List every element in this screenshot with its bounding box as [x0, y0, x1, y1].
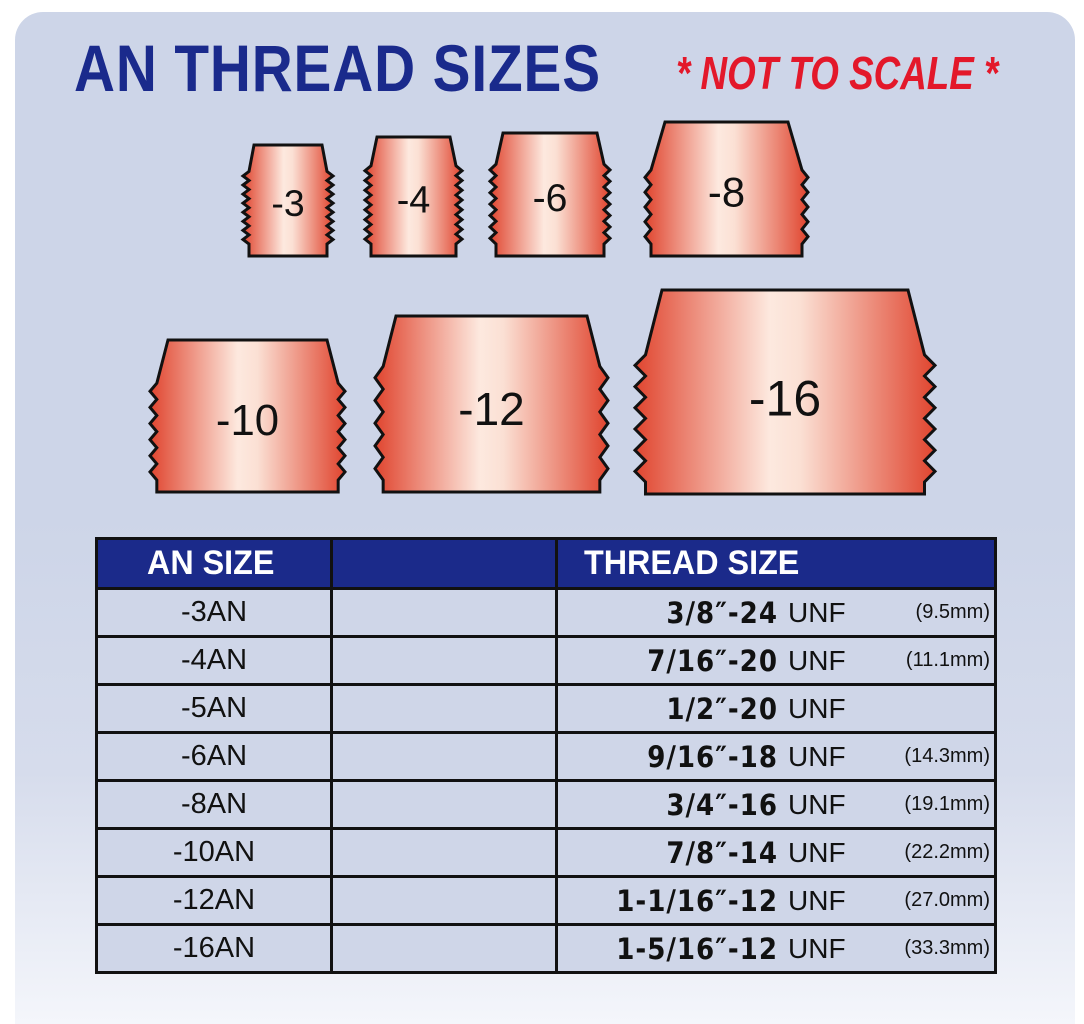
blank-cell [330, 587, 558, 638]
an-size-cell: -6AN [95, 731, 333, 782]
blank-cell [330, 875, 558, 926]
thread-metric: (9.5mm) [915, 601, 990, 623]
an-size-cell: -3AN [95, 587, 333, 638]
header-an-size: AN SIZE [95, 537, 333, 590]
thread-series: UNF [788, 932, 846, 964]
thread-series: UNF [788, 596, 846, 628]
thread-series: UNF [788, 644, 846, 676]
thread-size-cell: 1-5/16″-12 UNF (33.3mm) [555, 923, 997, 974]
table-header-row: AN SIZE THREAD SIZE [95, 537, 997, 590]
thread-fraction: 1-1/16″-12 [616, 883, 778, 918]
an-size-cell: -16AN [95, 923, 333, 974]
fitting-shape [487, 131, 613, 258]
table-row: -6AN 9/16″-18 UNF (14.3mm) [95, 731, 997, 782]
thread-metric: (33.3mm) [904, 937, 990, 959]
an-size-cell: -10AN [95, 827, 333, 878]
thread-metric: (27.0mm) [904, 889, 990, 911]
fitting-label: -3 [271, 182, 304, 224]
thread-size-cell: 7/8″-14 UNF (22.2mm) [555, 827, 997, 878]
thread-size-cell: 3/4″-16 UNF (19.1mm) [555, 779, 997, 830]
thread-size-cell: 9/16″-18 UNF (14.3mm) [555, 731, 997, 782]
page-title: AN THREAD SIZES [74, 31, 601, 105]
thread-series: UNF [788, 884, 846, 916]
fitting-label: -6 [533, 177, 568, 220]
fitting-label: -16 [749, 370, 821, 426]
thread-metric: (14.3mm) [904, 745, 990, 767]
thread-metric: (19.1mm) [904, 793, 990, 815]
blank-cell [330, 683, 558, 734]
fitting-label: -4 [397, 179, 431, 221]
table-row: -5AN 1/2″-20 UNF [95, 683, 997, 734]
header-blank [330, 537, 558, 590]
thread-fraction: 7/8″-14 [666, 835, 778, 870]
table-row: -4AN 7/16″-20 UNF (11.1mm) [95, 635, 997, 686]
blank-cell [330, 827, 558, 878]
thread-size-cell: 1-1/16″-12 UNF (27.0mm) [555, 875, 997, 926]
thread-size-cell: 7/16″-20 UNF (11.1mm) [555, 635, 997, 686]
thread-metric: (22.2mm) [904, 841, 990, 863]
blank-cell [330, 731, 558, 782]
fitting-label: -12 [458, 383, 524, 435]
thread-metric: (11.1mm) [905, 649, 990, 671]
an-size-cell: -12AN [95, 875, 333, 926]
blank-cell [330, 923, 558, 974]
thread-fraction: 1/2″-20 [666, 691, 778, 726]
thread-fraction: 9/16″-18 [647, 739, 778, 774]
an-size-cell: -8AN [95, 779, 333, 830]
table-row: -8AN 3/4″-16 UNF (19.1mm) [95, 779, 997, 830]
fitting-label: -8 [708, 169, 745, 216]
not-to-scale-note: * NOT TO SCALE * [676, 47, 999, 99]
thread-series: UNF [788, 692, 846, 724]
blank-cell [330, 635, 558, 686]
thread-fraction: 7/16″-20 [647, 643, 778, 678]
thread-size-cell: 3/8″-24 UNF (9.5mm) [555, 587, 997, 638]
thread-fraction: 3/4″-16 [666, 787, 778, 822]
fitting-shape [240, 143, 336, 258]
table-row: -3AN 3/8″-24 UNF (9.5mm) [95, 587, 997, 638]
thread-series: UNF [788, 740, 846, 772]
fitting-shape [362, 135, 465, 258]
table-row: -10AN 7/8″-14 UNF (22.2mm) [95, 827, 997, 878]
thread-size-table: AN SIZE THREAD SIZE -3AN 3/8″-24 UNF (9.… [95, 537, 997, 974]
fitting-shape [632, 288, 938, 496]
blank-cell [330, 779, 558, 830]
fitting-illustrations: -3 -4 -6 -8 -10 -12 -16 [148, 120, 938, 496]
table-row: -12AN 1-1/16″-12 UNF (27.0mm) [95, 875, 997, 926]
fitting-label: -10 [216, 396, 279, 445]
header-thread-size: THREAD SIZE [555, 537, 997, 590]
thread-size-cell: 1/2″-20 UNF [555, 683, 997, 734]
thread-fraction: 3/8″-24 [666, 595, 778, 630]
fitting-shape [373, 314, 610, 494]
an-size-cell: -5AN [95, 683, 333, 734]
fitting-shape [148, 338, 347, 494]
an-size-cell: -4AN [95, 635, 333, 686]
fitting-shape [643, 120, 810, 258]
table-row: -16AN 1-5/16″-12 UNF (33.3mm) [95, 923, 997, 974]
thread-series: UNF [788, 836, 846, 868]
thread-series: UNF [788, 788, 846, 820]
thread-fraction: 1-5/16″-12 [616, 931, 778, 966]
